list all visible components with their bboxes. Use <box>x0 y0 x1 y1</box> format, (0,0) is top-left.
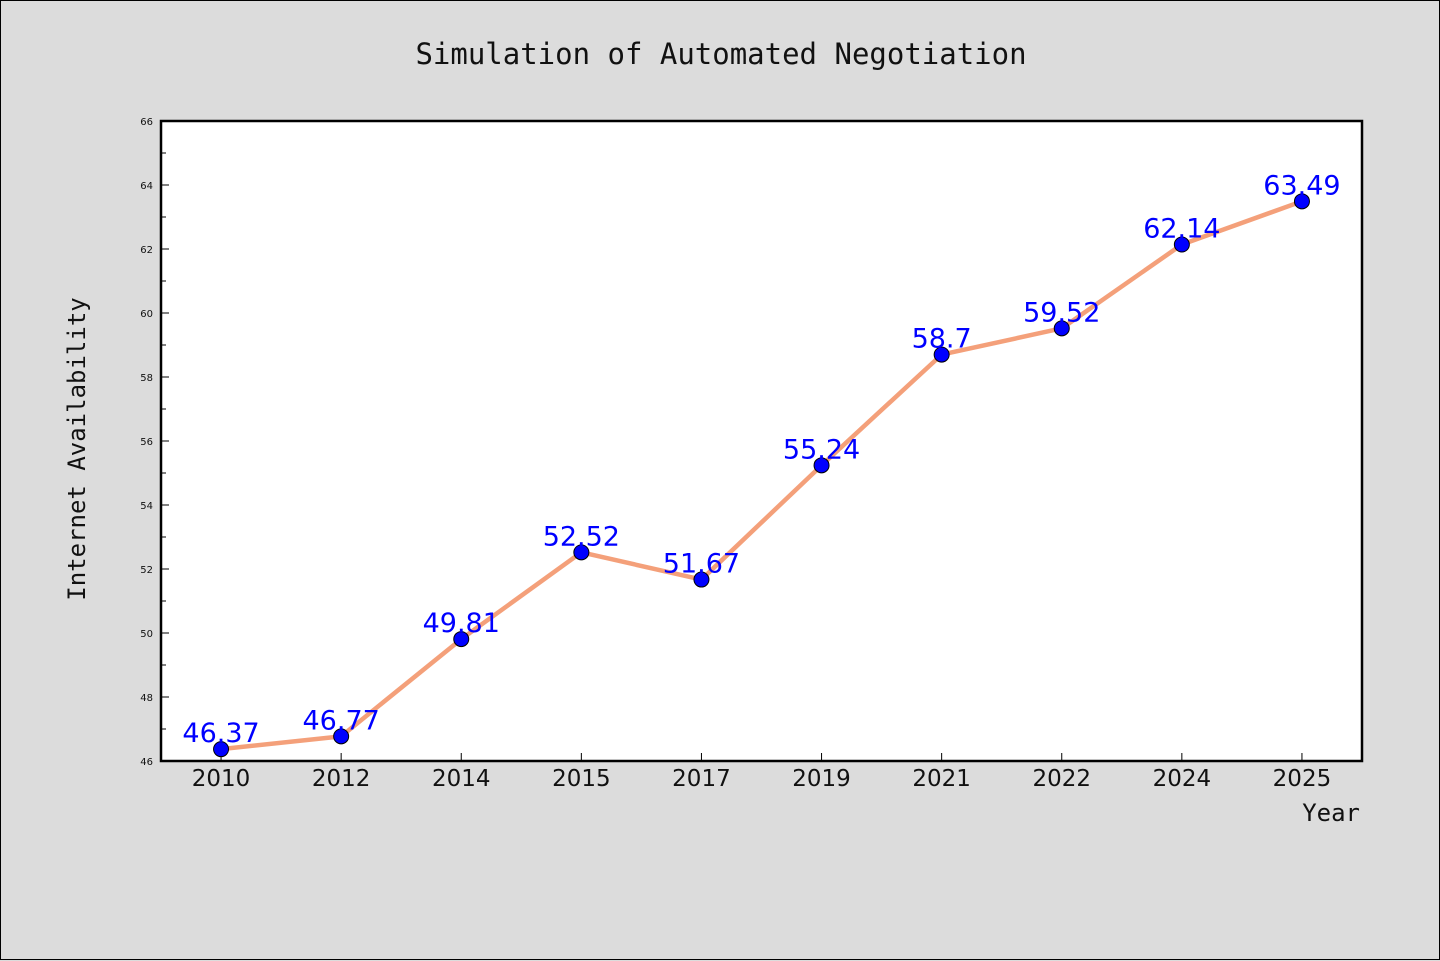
chart-title: Simulation of Automated Negotiation <box>415 37 1026 71</box>
data-label: 49.81 <box>423 608 500 639</box>
data-label: 58.7 <box>912 324 972 355</box>
x-axis-label: Year <box>1302 799 1360 827</box>
data-label: 51.67 <box>663 549 740 580</box>
x-tick-label: 2014 <box>432 766 491 792</box>
data-label: 52.52 <box>543 521 620 552</box>
y-tick-label: 56 <box>140 437 153 448</box>
data-point <box>1293 193 1310 210</box>
x-tick-label: 2022 <box>1032 766 1091 792</box>
data-point <box>1173 236 1190 253</box>
x-tick-label: 2017 <box>672 766 731 792</box>
data-point <box>693 571 710 588</box>
y-tick-label: 64 <box>140 181 153 192</box>
data-label: 55.24 <box>783 434 860 465</box>
data-point <box>1053 320 1070 337</box>
series-group <box>213 193 1310 758</box>
y-tick-label: 46 <box>140 757 153 768</box>
x-tick-label: 2012 <box>312 766 371 792</box>
data-point <box>333 728 350 745</box>
data-point <box>933 346 950 363</box>
y-tick-label: 52 <box>140 565 153 576</box>
data-point <box>213 741 230 758</box>
data-label: 63.49 <box>1263 170 1340 201</box>
x-tick-label: 2025 <box>1273 766 1332 792</box>
x-tick-label: 2010 <box>192 766 251 792</box>
series-line <box>218 199 1305 752</box>
data-labels-group: 46.37 46.77 49.81 52.52 51.67 55.24 58.7 59.52 6… <box>182 170 1340 749</box>
data-label: 46.77 <box>303 705 380 736</box>
data-label: 46.37 <box>182 718 259 749</box>
x-tick-label: 2015 <box>552 766 611 792</box>
x-tick-label: 2024 <box>1153 766 1212 792</box>
data-point <box>573 544 590 561</box>
x-tick-label: 2021 <box>912 766 971 792</box>
y-tick-label: 66 <box>140 117 153 128</box>
data-point <box>453 631 470 648</box>
y-axis-label: Internet Availability <box>63 297 91 600</box>
y-tick-label: 50 <box>140 629 153 640</box>
data-label: 62.14 <box>1143 214 1220 245</box>
plot-area <box>161 121 1362 761</box>
y-tick-label: 62 <box>140 245 153 256</box>
y-tick-label: 54 <box>140 501 153 512</box>
y-tick-label: 58 <box>140 373 153 384</box>
data-point <box>813 457 830 474</box>
y-tick-label: 48 <box>140 693 153 704</box>
data-label: 59.52 <box>1023 297 1100 328</box>
y-axis: 46 48 50 52 54 56 58 60 62 64 66 <box>140 117 169 768</box>
plot-frame <box>159 119 1364 763</box>
y-tick-label: 60 <box>140 309 153 320</box>
x-axis: 2010 2012 2014 2015 2017 2019 2021 2022 2024 2025 <box>192 753 1331 792</box>
x-tick-label: 2019 <box>792 766 851 792</box>
